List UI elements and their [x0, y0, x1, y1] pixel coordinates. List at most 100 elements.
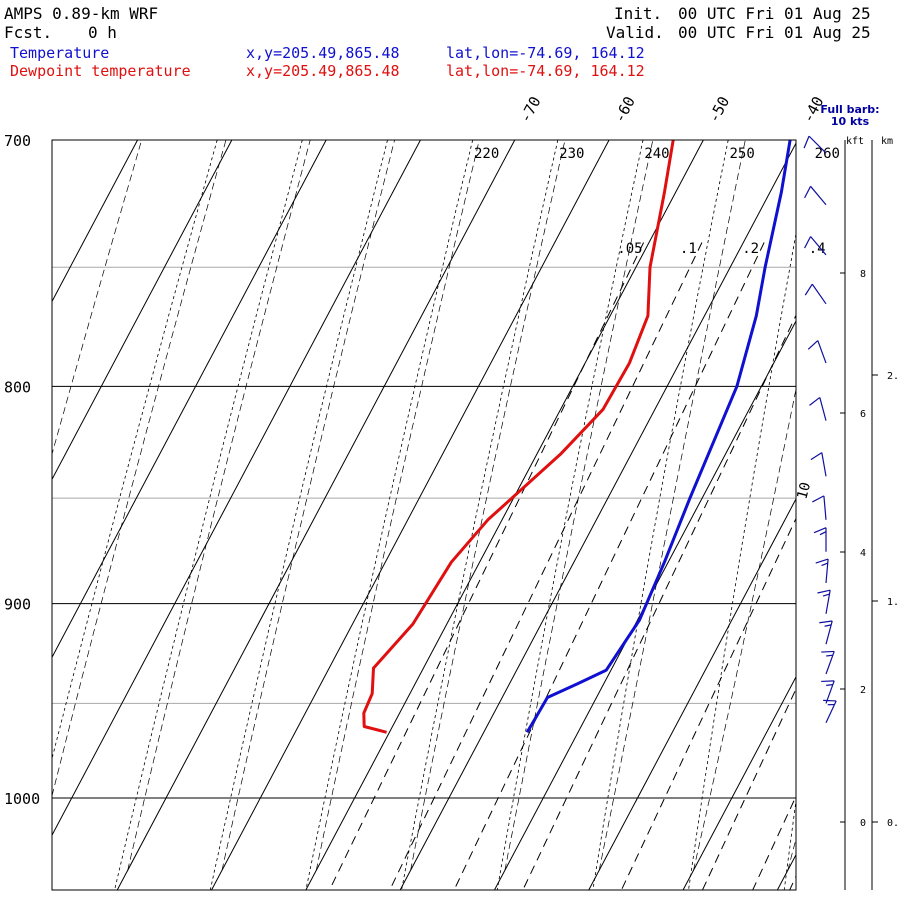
wind-barb: [821, 650, 835, 675]
init-label: Init.: [614, 4, 663, 23]
dry-adiabat-line: [305, 140, 474, 890]
mixing-ratio-line: [702, 687, 796, 890]
wind-barb: [823, 699, 837, 723]
pressure-tick-label: 800: [4, 378, 31, 396]
kft-tick-label: 2: [860, 685, 866, 696]
dry-adiabat-line: [783, 797, 796, 890]
isotherm-label: -60: [610, 93, 639, 125]
moist-adiabat-line: [52, 140, 143, 456]
dry-adiabat-line: [592, 140, 729, 890]
wind-barb: [803, 135, 827, 154]
wind-barb: [813, 527, 827, 552]
mixing-ratio-line: [752, 795, 796, 890]
legend-temperature-latlon: lat,lon=-74.69, 164.12: [446, 44, 645, 62]
barb-key-line2: 10 kts: [830, 115, 870, 128]
km-tick-label: 0.: [887, 818, 899, 829]
km-tick-label: 2.: [887, 371, 899, 382]
forecast-label: Fcst.: [4, 23, 53, 42]
isotherm-line: [494, 319, 796, 890]
forecast-value: 0 h: [88, 23, 117, 42]
series-line-dewpoint-temperature: [362, 140, 675, 734]
legend-dewpoint-latlon: lat,lon=-74.69, 164.12: [446, 62, 645, 80]
kft-label: kft: [846, 136, 864, 147]
dry-adiabat-line: [688, 231, 796, 890]
dry-adiabat-label: 250: [730, 146, 755, 162]
moist-adiabat-line: [882, 114, 900, 871]
kft-tick-label: 0: [860, 818, 866, 829]
mixing-ratio-label: .2: [742, 241, 759, 257]
mixing-ratio-line: [329, 242, 645, 890]
legend-dewpoint-label: Dewpoint temperature: [10, 62, 191, 80]
dry-adiabat-label: 230: [559, 146, 584, 162]
legend-dewpoint-xy: x,y=205.49,865.48: [246, 62, 400, 80]
dry-adiabat-label: 240: [644, 146, 669, 162]
moist-adiabat-line: [598, 140, 746, 871]
isotherm-line: [52, 140, 233, 481]
mixing-ratio-label: .1: [680, 241, 697, 257]
moist-adiabat-line: [52, 140, 227, 798]
isotherm-line: [682, 675, 796, 890]
mixing-ratio-line: [453, 242, 765, 890]
init-value: 00 UTC Fri 01 Aug 25: [678, 4, 871, 23]
pressure-tick-label: 1000: [4, 790, 40, 808]
plot-grid: [0, 114, 900, 890]
dry-adiabat-label: 220: [474, 146, 499, 162]
wind-barb: [821, 680, 835, 704]
wind-barb: [810, 452, 827, 477]
wind-barb: [804, 236, 827, 256]
isotherm-line: [52, 140, 421, 837]
dry-adiabat-line: [114, 140, 303, 890]
wind-barb: [817, 589, 831, 614]
valid-value: 00 UTC Fri 01 Aug 25: [678, 23, 871, 42]
wind-label: 10: [794, 481, 814, 501]
dry-adiabat-label: 260: [815, 146, 840, 162]
isotherm-line: [399, 142, 796, 890]
legend-temperature-xy: x,y=205.49,865.48: [246, 44, 400, 62]
wind-barb: [804, 283, 827, 305]
moist-adiabat-line: [504, 140, 654, 871]
isotherm-label: -30: [893, 93, 900, 125]
pressure-tick-label: 900: [4, 596, 31, 614]
wind-barb: [807, 340, 827, 364]
legend-temperature-label: Temperature: [10, 44, 110, 62]
isotherm-line: [211, 140, 610, 890]
mixing-ratio-line: [522, 314, 796, 890]
series-line-temperature: [525, 140, 792, 734]
km-label: km: [881, 136, 893, 147]
plot-series: [362, 140, 792, 734]
isotherm-line: [305, 140, 704, 890]
kft-tick-label: 4: [860, 548, 866, 559]
isotherm-line: [52, 140, 327, 659]
height-axis: kft km 8 6 4 2 0 2. 1. 0.: [840, 136, 899, 890]
moist-adiabat-line: [315, 140, 480, 871]
isotherm-label: -40: [799, 93, 828, 125]
isotherm-label: -50: [705, 93, 734, 125]
moist-adiabat-line: [693, 387, 796, 871]
pressure-tick-label: 700: [4, 132, 31, 150]
kft-tick-label: 6: [860, 409, 866, 420]
moist-adiabat-line: [127, 140, 311, 871]
wind-barb: [812, 495, 827, 520]
mixing-ratio-label: .4: [809, 241, 826, 257]
isotherm-line: [588, 497, 796, 890]
isotherm-line: [116, 140, 516, 890]
wind-barb: [819, 620, 833, 645]
wind-barb: [809, 396, 827, 421]
isotherm-line: [0, 140, 43, 890]
plot-labels: 7008009001000-70-60-50-40-30-20-10022023…: [4, 93, 900, 808]
dry-adiabat-line: [52, 140, 218, 761]
valid-label: Valid.: [606, 23, 664, 42]
dry-adiabat-line: [496, 140, 644, 890]
mixing-ratio-label: .05: [617, 241, 642, 257]
dry-adiabat-line: [209, 140, 388, 890]
wind-barbs: [803, 135, 837, 723]
moist-adiabat-line: [410, 140, 566, 871]
isotherm-line: [52, 140, 139, 303]
kft-tick-label: 8: [860, 269, 866, 280]
wind-barb: [815, 558, 829, 584]
isotherm-label: -70: [516, 93, 545, 125]
model-title: AMPS 0.89-km WRF: [4, 4, 159, 23]
km-tick-label: 1.: [887, 597, 899, 608]
